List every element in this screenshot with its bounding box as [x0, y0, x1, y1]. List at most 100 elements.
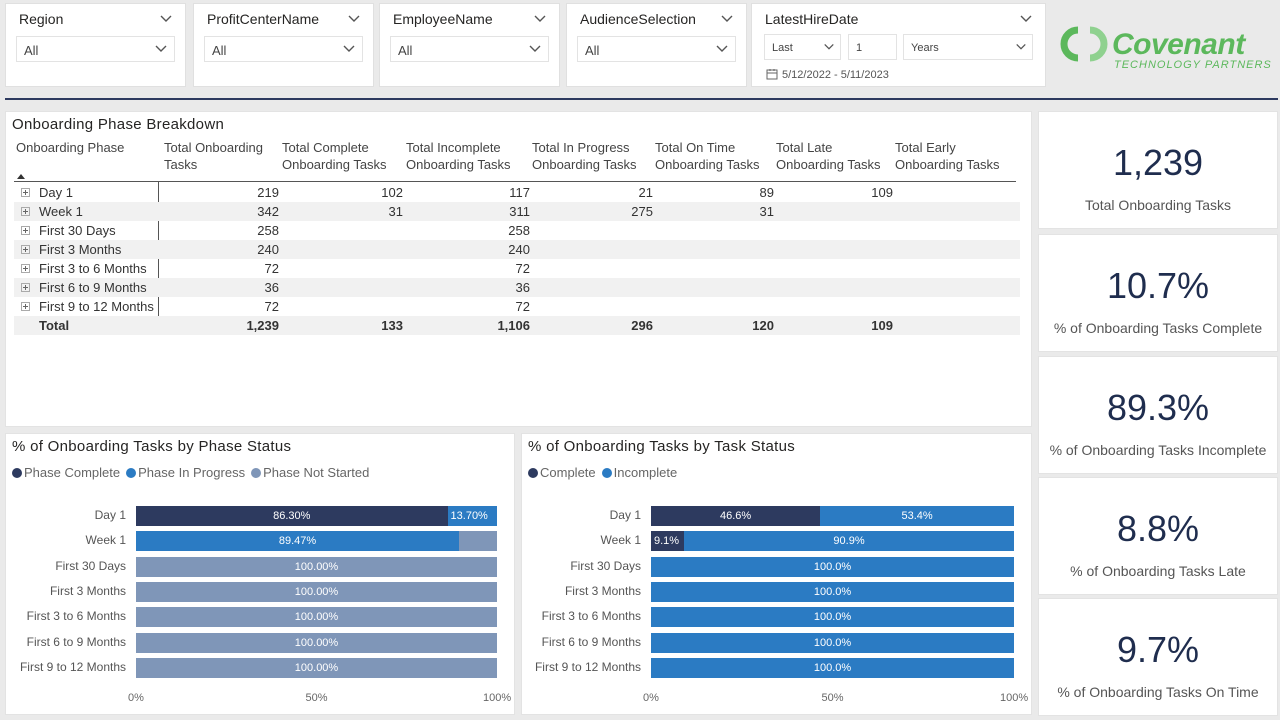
bar-segment[interactable]: 46.6% — [651, 506, 821, 526]
bar-segment[interactable]: 100.00% — [136, 581, 497, 602]
employee-slicer: EmployeeName All — [379, 3, 560, 87]
data-label: 90.9% — [833, 535, 865, 548]
data-label: 100.00% — [294, 661, 339, 674]
region-slicer-title: Region — [19, 11, 64, 27]
bar-segment[interactable]: 86.30% — [136, 506, 448, 526]
cell-incomplete: 36 — [515, 280, 530, 295]
chevron-down-icon[interactable] — [159, 12, 173, 26]
table-row[interactable]: First 3 to 6 Months 72 72 — [14, 259, 1020, 278]
profit-center-dropdown[interactable]: All — [204, 36, 363, 62]
audience-dropdown[interactable]: All — [577, 36, 736, 62]
bar-segment[interactable]: 89.47% — [136, 531, 459, 552]
bar-segment[interactable]: 100.0% — [651, 607, 1014, 628]
cell-late: 109 — [871, 318, 893, 333]
kpi-value: 89.3% — [1106, 387, 1210, 428]
cell-total: 72 — [264, 261, 279, 276]
category-label: First 9 to 12 Months — [19, 659, 126, 674]
bar-segment[interactable]: 100.00% — [136, 556, 497, 577]
data-label: 9.1% — [654, 535, 680, 548]
bar-segment[interactable]: 100.0% — [651, 657, 1014, 678]
legend-item[interactable]: Phase In Progress — [126, 465, 245, 480]
cell-incomplete: 1,106 — [497, 318, 530, 333]
bar-segment[interactable] — [458, 531, 497, 552]
matrix-total-row[interactable]: Total 1,239 133 1,106 296 120 109 — [14, 316, 1020, 335]
profit-center-value: All — [212, 43, 227, 58]
period-count-input[interactable]: 1 — [848, 34, 897, 60]
matrix-header-in-progress[interactable]: Total In Progress Onboarding Tasks — [532, 140, 637, 172]
bar-segment[interactable]: 100.0% — [651, 556, 1014, 577]
cell-in-progress: 275 — [631, 204, 653, 219]
table-row[interactable]: First 30 Days 258 258 — [14, 221, 1020, 240]
table-row[interactable]: First 6 to 9 Months 36 36 — [14, 278, 1020, 297]
category-label: First 9 to 12 Months — [534, 659, 641, 674]
bar-segment[interactable]: 13.70% — [447, 506, 497, 526]
region-dropdown[interactable]: All — [16, 36, 175, 62]
chevron-down-icon[interactable] — [533, 12, 547, 26]
employee-value: All — [398, 43, 413, 58]
matrix-header-total[interactable]: Total Onboarding Tasks — [164, 140, 264, 172]
bar-segment[interactable]: 100.0% — [651, 632, 1014, 653]
kpi-card-on-time: 9.7% % of Onboarding Tasks On Time — [1038, 598, 1278, 716]
data-label: 100.00% — [294, 636, 339, 649]
table-row[interactable]: Day 1 219 102 117 21 89 109 — [14, 183, 1020, 202]
kpi-card-incomplete: 89.3% % of Onboarding Tasks Incomplete — [1038, 356, 1278, 474]
profit-center-slicer: ProfitCenterName All — [193, 3, 374, 87]
legend-dot-icon — [528, 468, 538, 478]
chevron-down-icon[interactable] — [1019, 12, 1033, 26]
bar-segment[interactable]: 90.9% — [684, 531, 1014, 552]
bar-segment[interactable]: 100.00% — [136, 607, 497, 628]
chevron-down-icon[interactable] — [720, 12, 734, 26]
chevron-down-icon[interactable] — [347, 12, 361, 26]
expand-icon[interactable] — [21, 226, 30, 235]
bar-segment[interactable]: 9.1% — [651, 531, 685, 552]
date-range: 5/12/2022 - 5/11/2023 — [766, 68, 889, 81]
employee-dropdown[interactable]: All — [390, 36, 549, 62]
matrix-header-early[interactable]: Total Early Onboarding Tasks — [895, 140, 1000, 172]
table-row[interactable]: Week 1 342 31 311 275 31 — [14, 202, 1020, 221]
legend-label: Complete — [540, 465, 596, 480]
expand-icon[interactable] — [21, 207, 30, 216]
expand-icon[interactable] — [21, 245, 30, 254]
legend-item[interactable]: Phase Complete — [12, 465, 120, 480]
relative-period-dropdown[interactable]: Last — [764, 34, 841, 60]
legend-dot-icon — [601, 468, 612, 478]
cell-incomplete: 117 — [509, 185, 530, 200]
sort-ascending-icon[interactable] — [16, 173, 26, 179]
cell-incomplete: 72 — [515, 261, 530, 276]
kpi-card-late: 8.8% % of Onboarding Tasks Late — [1038, 477, 1278, 595]
matrix-header-phase[interactable]: Onboarding Phase — [16, 140, 125, 155]
table-row[interactable]: First 9 to 12 Months 72 72 — [14, 297, 1020, 316]
row-phase-label: Day 1 — [39, 185, 73, 200]
matrix-header-complete[interactable]: Total Complete Onboarding Tasks — [282, 140, 387, 172]
legend-item[interactable]: Phase Not Started — [251, 465, 369, 480]
table-row[interactable]: First 3 Months 240 240 — [14, 240, 1020, 259]
date-range-text: 5/12/2022 - 5/11/2023 — [782, 69, 889, 81]
bar-segment[interactable]: 100.0% — [651, 581, 1014, 602]
category-label: First 6 to 9 Months — [26, 634, 126, 649]
kpi-label: % of Onboarding Tasks Incomplete — [1049, 442, 1267, 458]
expand-icon[interactable] — [21, 264, 30, 273]
legend-item[interactable]: Incomplete — [601, 465, 677, 480]
bar-segment[interactable]: 53.4% — [820, 506, 1014, 526]
data-label: 13.70% — [450, 510, 488, 522]
expand-icon[interactable] — [21, 188, 30, 197]
expand-icon[interactable] — [21, 302, 30, 311]
cell-on-time: 31 — [759, 204, 774, 219]
bar-segment[interactable]: 100.00% — [136, 657, 497, 678]
category-label: Day 1 — [94, 508, 126, 522]
audience-slicer: AudienceSelection All — [566, 3, 747, 87]
chevron-down-icon — [155, 45, 167, 52]
cell-on-time: 89 — [759, 185, 774, 200]
period-unit-dropdown[interactable]: Years — [903, 34, 1033, 60]
category-label: First 3 to 6 Months — [26, 609, 126, 624]
category-label: Week 1 — [600, 533, 641, 548]
expand-icon[interactable] — [21, 283, 30, 292]
bar-segment[interactable]: 100.00% — [136, 632, 497, 653]
matrix-header-on-time[interactable]: Total On Time Onboarding Tasks — [655, 140, 760, 172]
legend-item[interactable]: Complete — [528, 465, 596, 480]
matrix-header-late[interactable]: Total Late Onboarding Tasks — [776, 140, 881, 172]
matrix-header-incomplete[interactable]: Total Incomplete Onboarding Tasks — [406, 140, 511, 172]
cell-in-progress: 296 — [631, 318, 653, 333]
data-label: 100.00% — [294, 560, 339, 573]
kpi-value: 10.7% — [1106, 265, 1210, 306]
